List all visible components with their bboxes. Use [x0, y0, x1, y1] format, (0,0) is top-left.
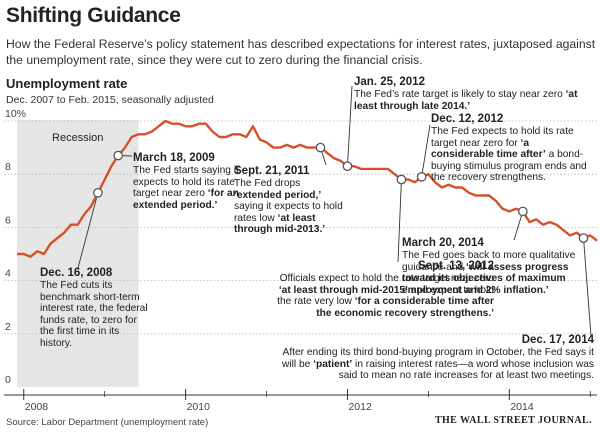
annotation-dec-2008: Dec. 16, 2008 The Fed cuts its benchmark …	[40, 267, 150, 350]
annotation-text: Officials expect to hold the rate target…	[279, 273, 494, 284]
callout-leader	[421, 124, 431, 177]
callout-leader	[77, 192, 99, 269]
event-marker	[113, 150, 124, 161]
callout-leader	[397, 179, 402, 263]
annotation-date: Jan. 25, 2012	[354, 76, 425, 88]
event-marker	[93, 187, 103, 198]
annotation-text: ‘for an extended period.’	[133, 188, 239, 211]
annotation-date: Dec. 17, 2014	[521, 334, 594, 346]
annotation-sep-2011: Sept. 21, 2011 The Fed drops ‘extended pe…	[234, 165, 344, 236]
annotation-text: The Fed starts saying it expects to hold…	[133, 165, 239, 200]
chart-title: Shifting Guidance	[6, 4, 181, 27]
annotation-date: March 18, 2009	[133, 152, 215, 164]
wsj-logo: THE WALL STREET JOURNAL.	[434, 415, 592, 426]
recession-label: Recession	[52, 132, 103, 144]
annotation-date: Dec. 12, 2012	[431, 113, 504, 125]
y-tick-label: 0	[5, 374, 11, 386]
event-marker	[416, 172, 427, 182]
source-note: Source: Labor Department (unemployment r…	[6, 417, 209, 428]
chart-subtitle: How the Federal Reserve’s policy stateme…	[6, 37, 596, 67]
annotation-date: March 20, 2014	[402, 237, 484, 249]
callout-leader	[513, 211, 524, 241]
x-tick-label: 2014	[510, 401, 534, 413]
event-marker	[315, 142, 326, 153]
annotation-text: ‘at least through mid-2013.’	[234, 212, 326, 236]
annotation-dec-2012: Dec. 12, 2012 The Fed expects to hold its…	[431, 113, 593, 184]
annotation-mar-2009: March 18, 2009 The Fed starts saying it e…	[133, 152, 243, 211]
annotation-text: The Fed goes back to more qualitative gu…	[402, 250, 576, 273]
annotation-text: a bond-buying stimulus program ends and …	[431, 149, 587, 184]
annotation-text: ‘at least through mid-2015’	[278, 284, 408, 296]
y-tick-label: 8	[5, 161, 11, 173]
annotation-text: The Fed expects to hold its rate target …	[431, 126, 574, 149]
y-tick-label: 6	[5, 214, 11, 226]
annotation-sep-2012: Sept. 13, 2012 Officials expect to hold t…	[268, 260, 494, 319]
y-tick-label: 2	[5, 321, 11, 333]
annotation-text: The Fed drops	[234, 178, 301, 189]
annotation-text: ‘patient’	[313, 358, 353, 370]
y-tick-label: 10%	[5, 108, 26, 120]
annotation-dec-2014: Dec. 17, 2014 After ending its third bond…	[278, 334, 594, 382]
annotation-text: saying it expects to hold rates low	[234, 201, 343, 224]
recession-band	[17, 120, 139, 387]
annotation-text: ‘will assess progress toward its objecti…	[402, 261, 569, 296]
annotation-mar-2014: March 20, 2014 The Fed goes back to more …	[402, 237, 586, 296]
annotation-text: The Fed cuts its benchmark short-term in…	[40, 280, 148, 349]
series-note: Dec. 2007 to Feb. 2015, seasonally adjus…	[6, 94, 214, 106]
annotation-date: Sept. 13, 2012	[417, 260, 494, 272]
annotation-text: The Fed’s rate target is likely to stay …	[354, 89, 566, 100]
annotation-text: and expect to hold the rate very low	[277, 284, 494, 308]
annotation-jan-2012: Jan. 25, 2012 The Fed’s rate target is li…	[354, 76, 594, 112]
x-tick-label: 2012	[348, 401, 372, 413]
y-tick-label: 4	[5, 268, 11, 280]
annotation-text: ‘for a considerable time after the econo…	[316, 296, 494, 319]
callout-leader	[583, 238, 592, 337]
series-title: Unemployment rate	[6, 76, 128, 91]
annotation-date: Dec. 16, 2008	[40, 267, 113, 279]
annotation-text: ‘extended period,’	[234, 189, 322, 201]
event-marker	[396, 174, 407, 185]
annotation-text: ‘at least through late 2014.’	[354, 89, 578, 112]
x-tick-label: 2010	[187, 401, 211, 413]
callout-leader	[347, 85, 353, 167]
unemployment-line	[17, 119, 598, 258]
annotation-date: Sept. 21, 2011	[234, 165, 310, 177]
x-tick-label: 2008	[25, 401, 49, 413]
event-marker	[517, 206, 528, 217]
annotation-text: After ending its third bond-buying progr…	[282, 347, 594, 370]
event-marker	[342, 161, 353, 172]
annotation-text: in raising interest rates—a word whose i…	[338, 358, 594, 382]
event-marker	[578, 233, 589, 243]
annotation-text: ‘a considerable time after’	[431, 137, 546, 161]
